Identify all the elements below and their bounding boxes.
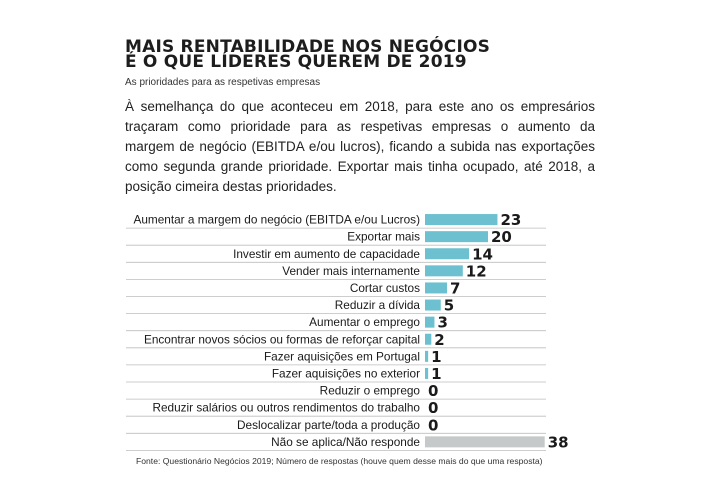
category-label: Investir em aumento de capacidade — [233, 247, 420, 261]
category-label: Encontrar novos sócios ou formas de refo… — [144, 332, 420, 346]
category-label: Reduzir o emprego — [320, 384, 421, 398]
value-label: 2 — [434, 331, 444, 349]
value-label: 38 — [548, 433, 569, 451]
category-label: Fazer aquisições em Portugal — [264, 349, 420, 363]
category-label: Reduzir a dívida — [335, 298, 421, 312]
value-label: 23 — [500, 211, 521, 229]
value-label: 0 — [428, 416, 438, 434]
category-label: Vender mais internamente — [282, 264, 420, 278]
bar — [425, 282, 448, 294]
category-label: Aumentar a margem do negócio (EBITDA e/o… — [133, 213, 420, 227]
value-label: 20 — [491, 228, 512, 246]
value-label: 0 — [428, 399, 438, 417]
bar — [425, 350, 429, 362]
value-label: 1 — [431, 365, 441, 383]
category-label: Fazer aquisições no exterior — [272, 366, 420, 380]
value-label: 3 — [437, 314, 447, 332]
value-label: 12 — [466, 262, 487, 280]
bar — [425, 436, 545, 448]
bar — [425, 265, 463, 277]
chart-subtitle: As prioridades para as respetivas empres… — [125, 77, 321, 88]
value-label: 1 — [431, 348, 441, 366]
category-label: Não se aplica/Não responde — [271, 435, 420, 449]
value-label: 0 — [428, 382, 438, 400]
value-label: 7 — [450, 279, 460, 297]
bar — [425, 231, 488, 243]
category-label: Reduzir salários ou outros rendimentos d… — [152, 401, 420, 415]
category-label: Exportar mais — [347, 230, 420, 244]
category-label: Deslocalizar parte/toda a produção — [237, 418, 420, 432]
title-line-2: É O QUE LÍDERES QUEREM DE 2019 — [125, 52, 467, 72]
category-label: Cortar custos — [350, 281, 420, 295]
bar — [425, 214, 498, 226]
bar — [425, 316, 435, 328]
category-label: Aumentar o emprego — [309, 315, 420, 329]
value-label: 14 — [472, 245, 493, 263]
bar — [425, 248, 470, 260]
intro-paragraph: À semelhança do que aconteceu em 2018, p… — [125, 99, 595, 194]
bar — [425, 299, 441, 311]
value-label: 5 — [444, 297, 454, 315]
bar — [425, 333, 432, 345]
title-line-1: MAIS RENTABILIDADE NOS NEGÓCIOS — [125, 37, 491, 57]
source-note: Fonte: Questionário Negócios 2019; Númer… — [136, 456, 543, 466]
chart-title: MAIS RENTABILIDADE NOS NEGÓCIOS É O QUE … — [125, 37, 685, 72]
bar — [425, 367, 429, 379]
